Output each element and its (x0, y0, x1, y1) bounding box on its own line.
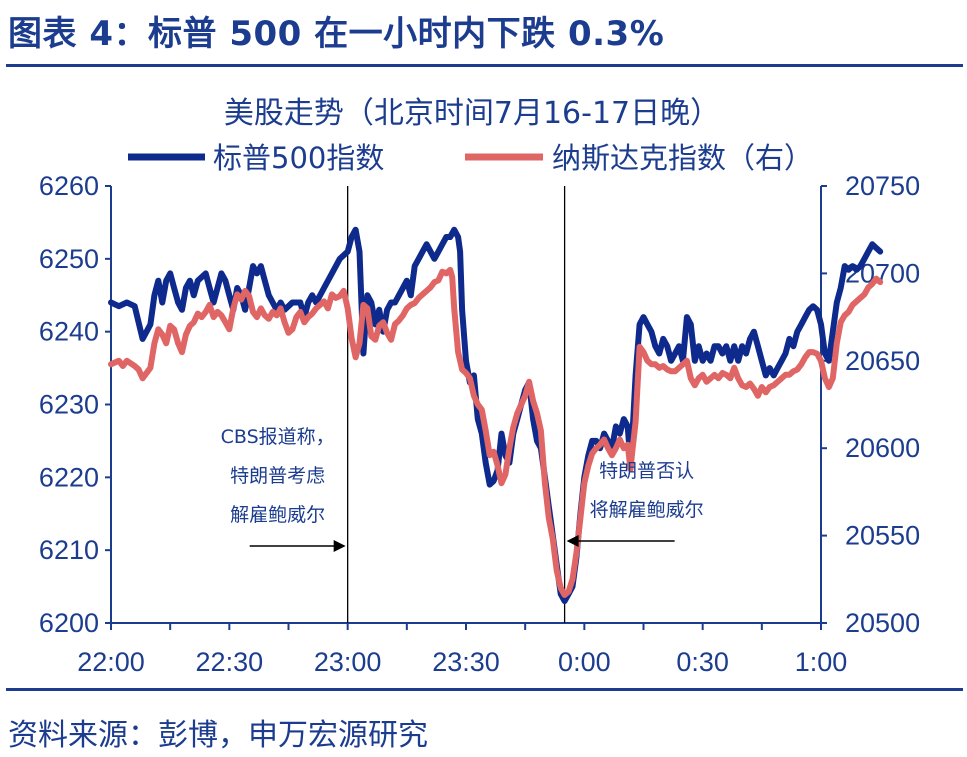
y-right-tick-label: 20750 (845, 171, 920, 201)
y-right-tick-label: 20600 (845, 433, 920, 463)
y-right-tick-label: 20550 (845, 521, 920, 551)
y-left-tick-label: 6200 (39, 608, 99, 638)
y-left-tick-label: 6210 (39, 535, 99, 565)
series-line-nasdaq (108, 266, 884, 598)
x-tick-label: 22:30 (196, 647, 264, 677)
x-tick-label: 0:00 (558, 647, 611, 677)
annotation-text: 特朗普考虑 (230, 465, 325, 487)
source-note: 资料来源：彭博，申万宏源研究 (8, 718, 428, 753)
series-line-sp500 (108, 226, 884, 605)
annotation-text: 解雇鲍威尔 (230, 504, 325, 526)
x-tick-label: 23:00 (314, 647, 382, 677)
annotation-text: 特朗普否认 (599, 460, 694, 482)
annotation-arrowhead (333, 540, 346, 552)
x-tick-label: 23:30 (432, 647, 500, 677)
y-left-tick-label: 6240 (39, 317, 99, 347)
legend: 标普500指数 纳斯达克指数（右） (128, 141, 813, 175)
annotation-text: 将解雇鲍威尔 (590, 499, 704, 521)
y-right-tick-label: 20500 (845, 608, 920, 638)
y-left-tick-label: 6230 (39, 390, 99, 420)
x-tick-label: 22:00 (77, 647, 145, 677)
legend-label-sp500: 标普500指数 (213, 141, 384, 175)
event-lines (347, 186, 566, 623)
title-divider (6, 64, 963, 67)
chart-canvas: 美股走势（北京时间7月16-17日晚） 标普500指数 纳斯达克指数（右） 62… (39, 96, 920, 677)
chart-title: 美股走势（北京时间7月16-17日晚） (224, 96, 720, 131)
annotation-arrowhead (566, 535, 579, 547)
figure-title: 图表 4：标普 500 在一小时内下跌 0.3% (8, 14, 665, 54)
y-left-tick-label: 6260 (39, 171, 99, 201)
source-divider (6, 688, 963, 691)
y-left-tick-label: 6250 (39, 244, 99, 274)
y-left-tick-label: 6220 (39, 462, 99, 492)
y-right-tick-label: 20650 (845, 346, 920, 376)
series-layer (108, 226, 884, 605)
legend-label-nasdaq: 纳斯达克指数（右） (552, 141, 813, 175)
annotation-text: CBS报道称， (221, 426, 335, 448)
axes: 6200 6210 6220 6230 6240 6250 6260 20500 20550 20… (39, 171, 920, 677)
x-tick-label: 1:00 (795, 647, 848, 677)
x-tick-label: 0:30 (676, 647, 729, 677)
